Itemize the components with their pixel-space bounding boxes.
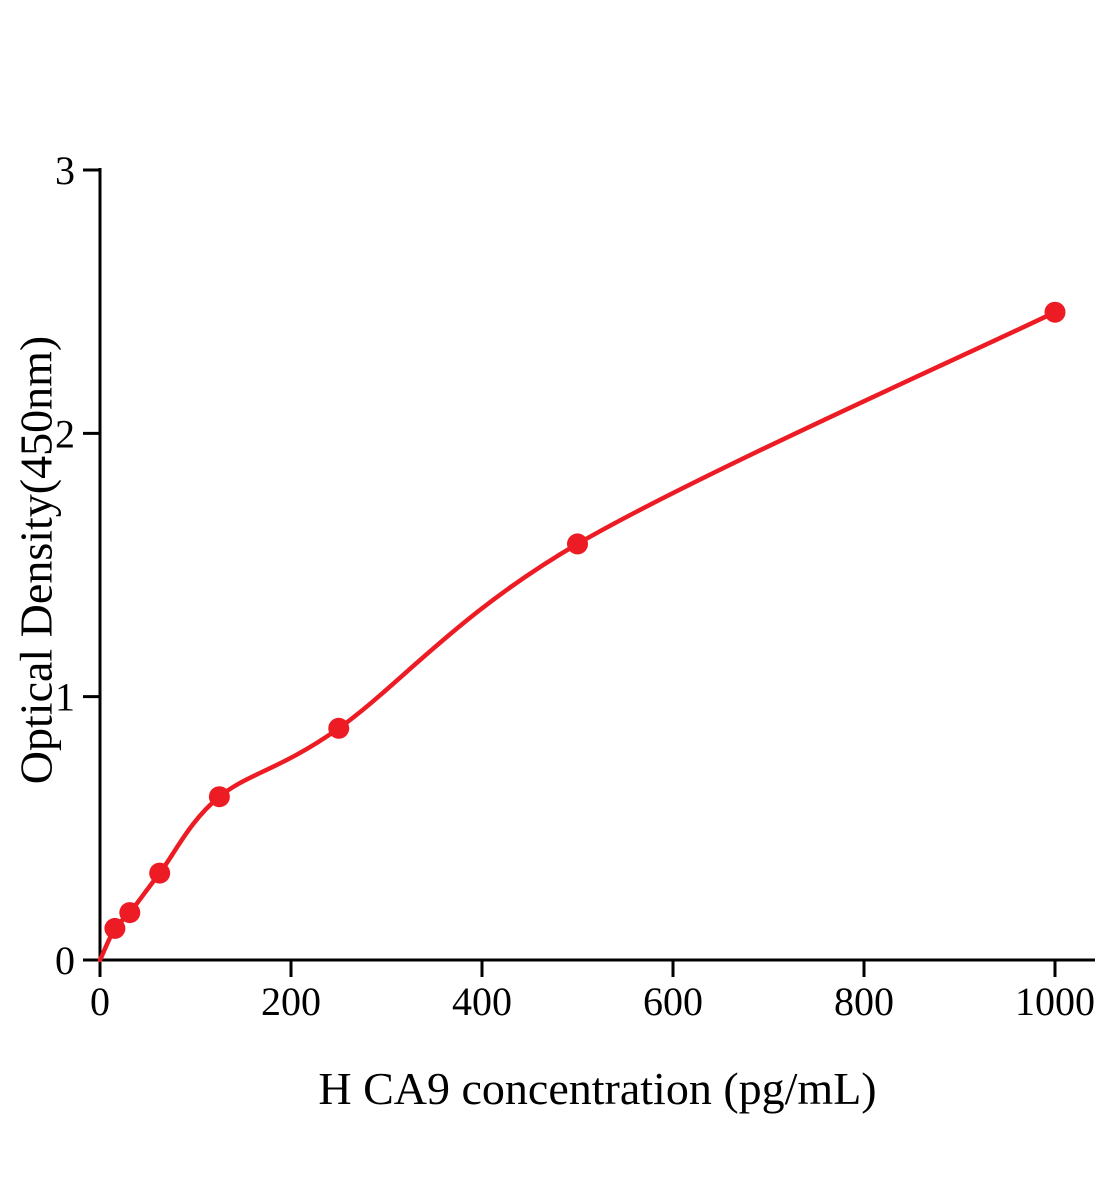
y-tick-label: 3 [55,148,75,193]
x-tick-label: 400 [452,979,512,1024]
x-tick-label: 800 [834,979,894,1024]
x-tick-label: 1000 [1015,979,1095,1024]
x-tick-label: 0 [90,979,110,1024]
data-point [567,533,588,555]
x-tick-label: 200 [261,979,321,1024]
data-point [104,917,126,939]
data-point [149,862,171,884]
fitted-curve [97,309,1058,963]
x-axis-title: H CA9 concentration (pg/mL) [318,1063,877,1114]
y-tick-label: 2 [55,411,75,456]
data-point [1044,301,1066,323]
y-tick-label: 0 [55,938,75,983]
y-axis-title: Optical Density(450nm) [10,335,62,785]
data-point [328,717,350,739]
data-point [119,902,141,924]
x-tick-label: 600 [643,979,703,1024]
data-point [208,786,230,808]
y-tick-label: 1 [55,675,75,720]
